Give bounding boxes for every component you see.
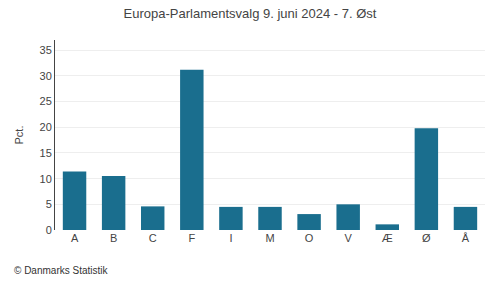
svg-text:O: O [305,232,314,244]
svg-text:Ø: Ø [422,232,431,244]
svg-text:35: 35 [40,44,52,56]
svg-text:Pct.: Pct. [13,126,25,145]
svg-text:Æ: Æ [382,232,393,244]
svg-text:C: C [149,232,157,244]
svg-text:5: 5 [46,198,52,210]
svg-text:V: V [345,232,353,244]
svg-text:30: 30 [40,70,52,82]
svg-text:25: 25 [40,95,52,107]
svg-text:0: 0 [46,224,52,236]
svg-text:Å: Å [462,232,470,244]
svg-text:10: 10 [40,173,52,185]
svg-text:A: A [71,232,79,244]
svg-text:© Danmarks Statistik: © Danmarks Statistik [14,265,109,276]
svg-text:15: 15 [40,147,52,159]
svg-text:B: B [110,232,117,244]
svg-text:20: 20 [40,121,52,133]
svg-text:I: I [229,232,232,244]
svg-text:M: M [265,232,274,244]
svg-text:F: F [188,232,195,244]
svg-text:Europa-Parlamentsvalg 9. juni: Europa-Parlamentsvalg 9. juni 2024 - 7. … [124,6,377,21]
